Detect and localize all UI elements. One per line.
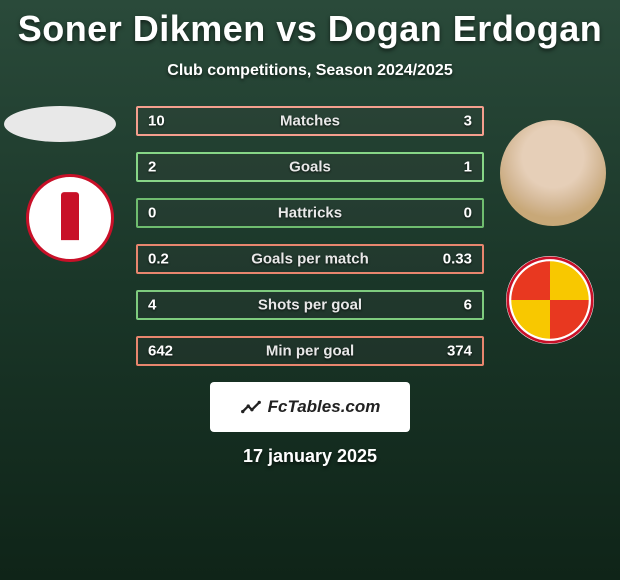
stat-label: Goals per match [251,251,369,268]
stat-value-right: 374 [447,343,472,360]
stat-value-right: 1 [464,159,472,176]
comparison-content: 10 3 Matches 2 1 Goals 0 0 Hattricks 0.2 0.33 Goals… [0,106,620,366]
stat-label: Hattricks [278,205,342,222]
stat-value-right: 3 [464,113,472,130]
stat-row: 4 6 Shots per goal [136,290,484,320]
bar-fill-left [138,108,403,134]
page-title: Soner Dikmen vs Dogan Erdogan [0,0,620,50]
stat-row: 0.2 0.33 Goals per match [136,244,484,274]
stat-row: 10 3 Matches [136,106,484,136]
stat-label: Shots per goal [258,297,362,314]
chart-icon [240,396,262,418]
stat-label: Min per goal [266,343,354,360]
stat-value-left: 0.2 [148,251,169,268]
stat-value-left: 0 [148,205,156,222]
stat-value-right: 0.33 [443,251,472,268]
stat-label: Goals [289,159,331,176]
bar-fill-left [138,154,368,180]
watermark: FcTables.com [210,382,410,432]
stat-value-right: 6 [464,297,472,314]
date: 17 january 2025 [0,446,620,467]
stat-value-left: 10 [148,113,165,130]
bar-fill-left [138,292,276,318]
watermark-text: FcTables.com [268,397,381,417]
stat-value-right: 0 [464,205,472,222]
stat-value-left: 2 [148,159,156,176]
stat-value-left: 642 [148,343,173,360]
stats-bars: 10 3 Matches 2 1 Goals 0 0 Hattricks 0.2 0.33 Goals… [136,106,484,366]
stat-label: Matches [280,113,340,130]
stat-value-left: 4 [148,297,156,314]
stat-row: 0 0 Hattricks [136,198,484,228]
stat-row: 642 374 Min per goal [136,336,484,366]
player-right-club-badge [506,256,594,344]
stat-row: 2 1 Goals [136,152,484,182]
subtitle: Club competitions, Season 2024/2025 [0,62,620,80]
player-left-club-badge [26,174,114,262]
player-left-avatar [4,106,116,142]
player-right-avatar [500,120,606,226]
